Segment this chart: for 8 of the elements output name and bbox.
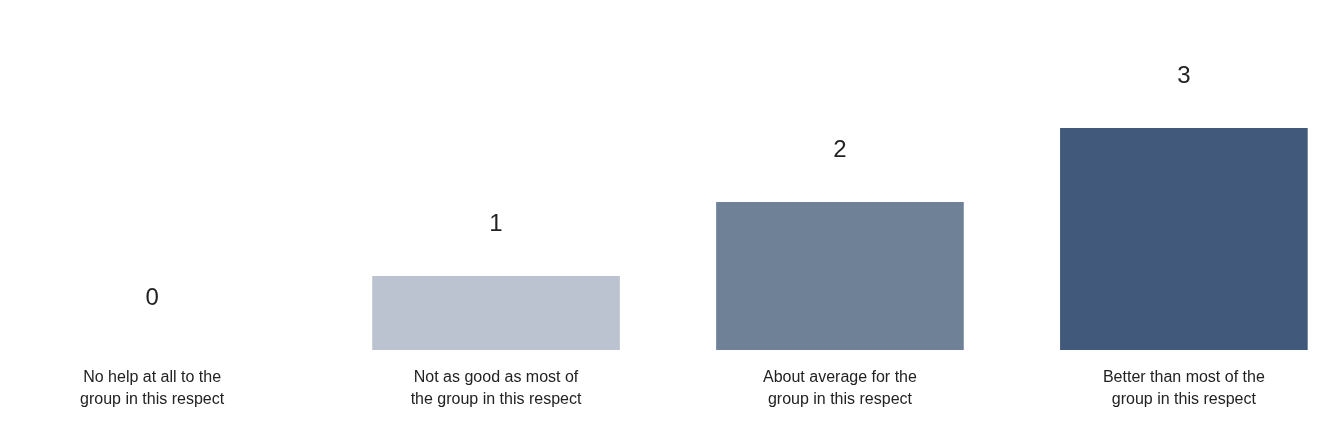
x-tick-label: About average for the group in this respect [763, 368, 917, 407]
data-label: 3 [1177, 61, 1191, 88]
x-tick-label: Better than most of the group in this respect [1102, 368, 1265, 407]
data-label: 1 [489, 209, 503, 236]
x-tick-label: No help at all to the group in this respect [80, 368, 225, 407]
x-tick-label: Not as good as most of the group in this respect [410, 368, 582, 407]
data-label: 0 [145, 283, 159, 310]
data-label: 2 [833, 135, 847, 162]
